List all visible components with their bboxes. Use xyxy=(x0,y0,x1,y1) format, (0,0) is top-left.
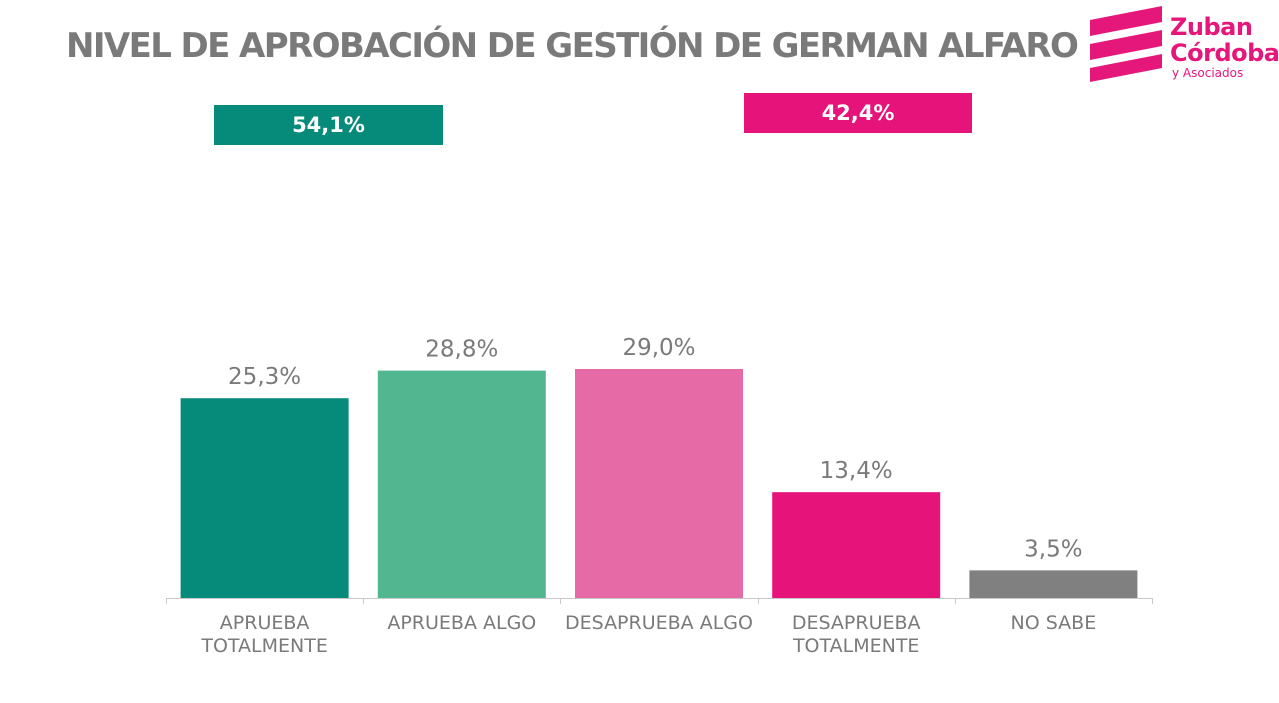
x-tick-label: DESAPRUEBA TOTALMENTE xyxy=(791,612,921,657)
bar-3 xyxy=(575,369,743,598)
logo-line-3: y Asociados xyxy=(1172,66,1244,80)
x-tick-label: APRUEBA ALGO xyxy=(387,612,537,634)
x-tick-label: DESAPRUEBA ALGO xyxy=(565,612,753,634)
logo-line-1: Zuban xyxy=(1170,13,1253,41)
disapprove-total-badge: 42,4% xyxy=(744,93,972,133)
x-tick-label: NO SABE xyxy=(1010,612,1097,634)
bar-4 xyxy=(772,492,941,598)
chart-title: NIVEL DE APROBACIÓN DE GESTIÓN DE GERMAN… xyxy=(66,26,1079,66)
bar-1 xyxy=(180,398,349,598)
approve-total-badge: 54,1% xyxy=(214,105,443,145)
x-tick-label: APRUEBA TOTALMENTE xyxy=(201,612,328,657)
company-logo: Zuban Córdoba y Asociados xyxy=(1090,6,1279,86)
logo-stripes-icon xyxy=(1090,6,1162,82)
bar-value-label: 13,4% xyxy=(820,458,893,484)
bar-value-label: 25,3% xyxy=(228,364,301,390)
bar-value-label: 29,0% xyxy=(622,335,695,361)
bar-2 xyxy=(377,370,546,598)
bar-value-label: 28,8% xyxy=(425,337,498,363)
logo-line-2: Córdoba xyxy=(1170,39,1279,67)
bar-value-label: 3,5% xyxy=(1024,536,1082,562)
bar-5 xyxy=(969,570,1138,598)
